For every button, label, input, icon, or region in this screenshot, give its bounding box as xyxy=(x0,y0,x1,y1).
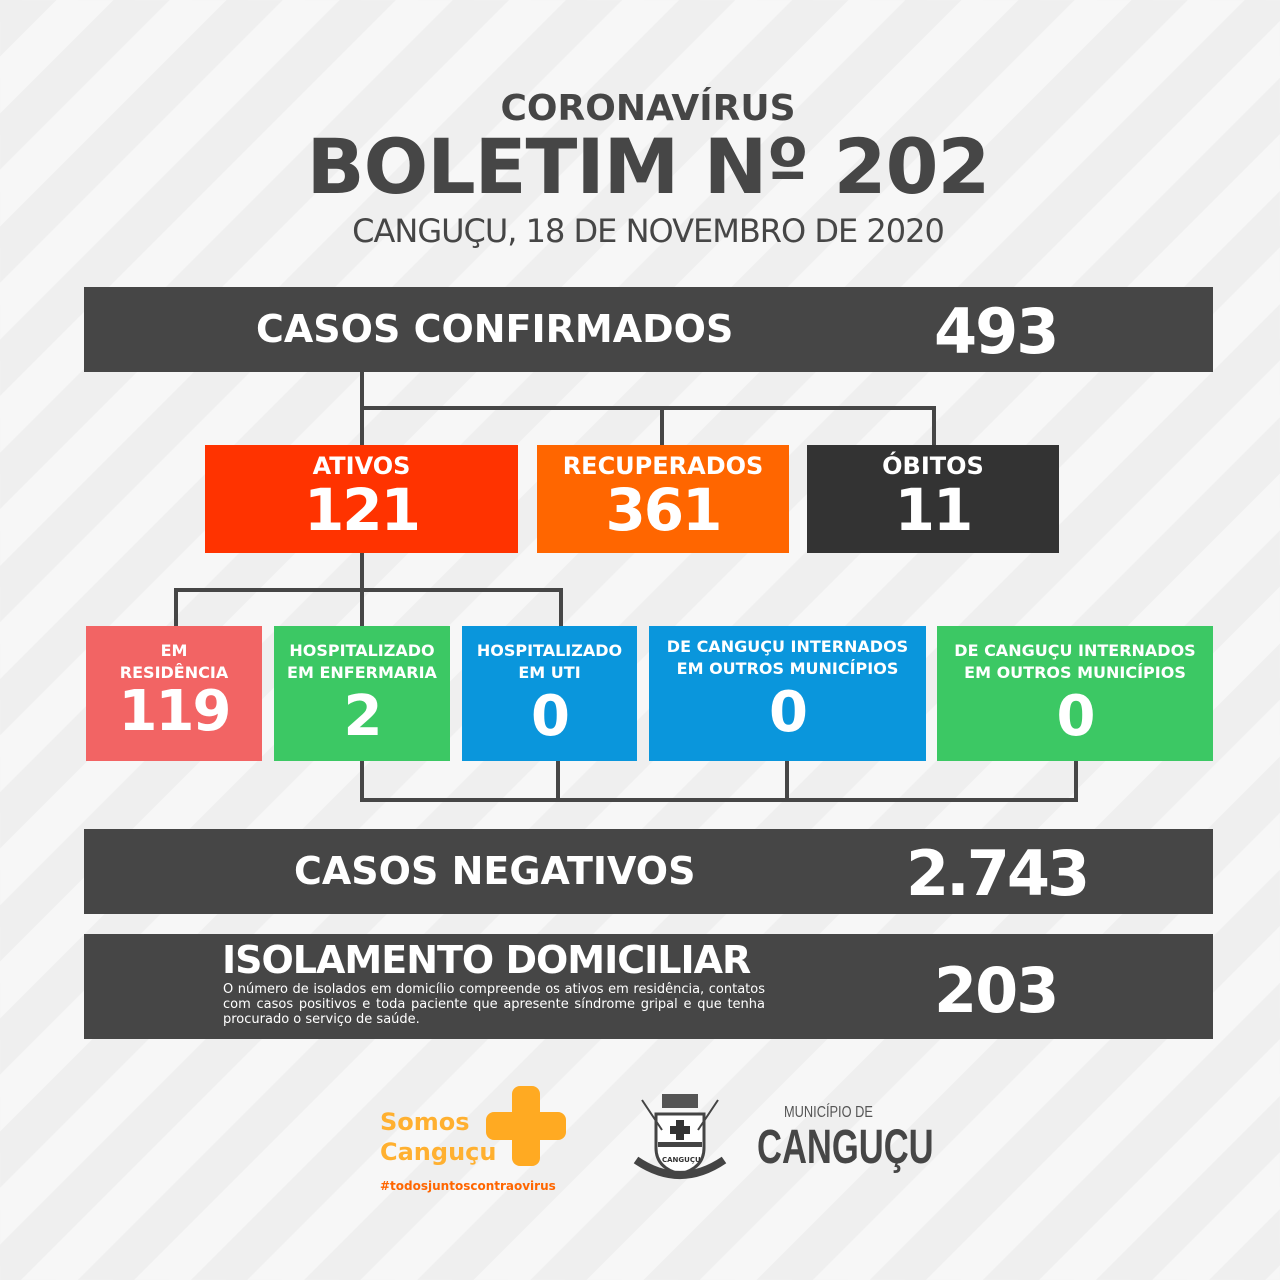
recuperados-box: RECUPERADOS 361 xyxy=(537,445,789,553)
recuperados-label: RECUPERADOS xyxy=(562,452,764,480)
ativos-value: 121 xyxy=(303,476,421,544)
connector xyxy=(360,761,364,802)
connector xyxy=(1074,761,1078,802)
isolamento-description: O número de isolados em domicílio compre… xyxy=(223,982,765,1027)
isolamento-value: 203 xyxy=(934,954,1059,1027)
connector xyxy=(360,406,936,410)
enfermaria-box: HOSPITALIZADO EM ENFERMARIA 2 xyxy=(274,626,450,761)
connector xyxy=(360,798,1078,802)
ativos-box: ATIVOS 121 xyxy=(205,445,518,553)
municipio-label: MUNICÍPIO DE xyxy=(784,1104,873,1121)
page-title: BOLETIM Nº 202 xyxy=(306,122,991,211)
uti-label: HOSPITALIZADO EM UTI xyxy=(476,641,623,682)
date: CANGUÇU, 18 DE NOVEMBRO DE 2020 xyxy=(352,212,945,250)
connector xyxy=(932,406,936,445)
isolamento-bar: ISOLAMENTO DOMICILIAR O número de isolad… xyxy=(84,934,1213,1039)
outros-municipios-box-2: DE CANGUÇU INTERNADOS EM OUTROS MUNICÍPI… xyxy=(937,626,1213,761)
uti-value: 0 xyxy=(531,684,570,749)
enfermaria-label: HOSPITALIZADO EM ENFERMARIA xyxy=(287,641,437,682)
recuperados-value: 361 xyxy=(605,476,722,544)
obitos-value: 11 xyxy=(894,476,974,544)
uti-box: HOSPITALIZADO EM UTI 0 xyxy=(462,626,637,761)
outros-municipios-box-1: DE CANGUÇU INTERNADOS EM OUTROS MUNICÍPI… xyxy=(649,626,926,761)
kicker: CORONAVÍRUS xyxy=(500,88,796,129)
connector xyxy=(785,761,789,802)
campaign-line1: Somos xyxy=(380,1108,470,1136)
obitos-label: ÓBITOS xyxy=(882,452,984,480)
outros-municipios-value: 0 xyxy=(1056,684,1096,749)
connector xyxy=(559,588,563,626)
municipio-name: CANGUÇU xyxy=(757,1121,934,1174)
residencia-value: 119 xyxy=(118,679,232,744)
negativos-value: 2.743 xyxy=(906,837,1090,910)
confirmados-bar: CASOS CONFIRMADOS 493 xyxy=(84,287,1213,372)
somos-cangucu-logo: Somos Canguçu #todosjuntoscontraovirus xyxy=(378,1086,578,1196)
campaign-line2: Canguçu xyxy=(380,1138,497,1166)
plus-icon-bar xyxy=(486,1112,566,1140)
isolamento-label: ISOLAMENTO DOMICILIAR xyxy=(222,938,751,982)
outros-municipios-label: DE CANGUÇU INTERNADOS EM OUTROS MUNICÍPI… xyxy=(954,641,1196,682)
crest-logo: CANGUÇU xyxy=(632,1090,728,1186)
obitos-box: ÓBITOS 11 xyxy=(807,445,1059,553)
enfermaria-value: 2 xyxy=(343,684,383,749)
residencia-box: EM RESIDÊNCIA 119 xyxy=(86,626,262,761)
connector xyxy=(174,588,178,626)
hashtag: #todosjuntoscontraovirus xyxy=(380,1179,556,1193)
outros-municipios-label: DE CANGUÇU INTERNADOS EM OUTROS MUNICÍPI… xyxy=(666,637,909,678)
crest-icon xyxy=(633,1094,727,1179)
confirmados-value: 493 xyxy=(934,295,1059,368)
connector xyxy=(660,406,664,445)
ativos-label: ATIVOS xyxy=(312,452,411,480)
confirmados-label: CASOS CONFIRMADOS xyxy=(256,307,734,351)
connector xyxy=(174,588,563,592)
negativos-bar: CASOS NEGATIVOS 2.743 xyxy=(84,829,1213,914)
negativos-label: CASOS NEGATIVOS xyxy=(294,849,696,893)
residencia-label: EM RESIDÊNCIA xyxy=(119,641,229,682)
outros-municipios-value: 0 xyxy=(769,680,808,745)
crest-text: CANGUÇU xyxy=(662,1156,701,1164)
connector xyxy=(556,761,560,802)
